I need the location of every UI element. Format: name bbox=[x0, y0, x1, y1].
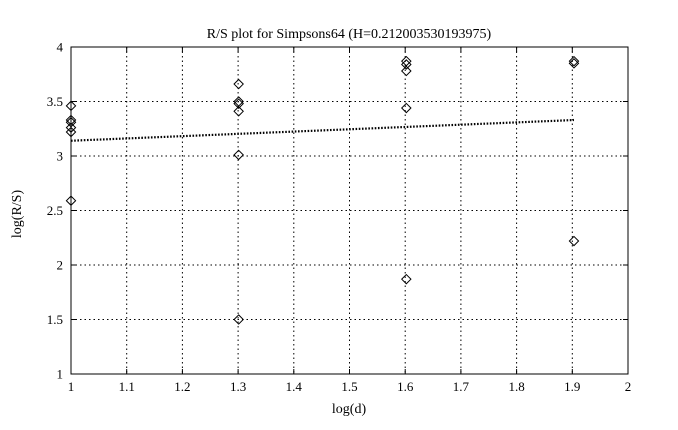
diamond-data-point bbox=[401, 273, 412, 285]
diamond-data-point bbox=[401, 59, 412, 70]
x-tick-labels: 1 1.1 1.2 1.3 1.4 1.5 1.6 1.7 1.8 1.9 2 bbox=[68, 379, 632, 394]
y-tick-label: 2.5 bbox=[47, 203, 63, 218]
diamond-data-point bbox=[233, 314, 244, 325]
x-tick-label: 1.1 bbox=[119, 379, 135, 394]
y-tick-label: 3.5 bbox=[47, 94, 63, 109]
x-tick-label: 1.3 bbox=[230, 379, 246, 394]
diamond-data-point bbox=[568, 235, 580, 247]
grid-lines bbox=[71, 47, 628, 374]
x-axis-label: log(d) bbox=[332, 402, 367, 417]
chart-title: R/S plot for Simpsons64 (H=0.21200353019… bbox=[207, 27, 492, 42]
y-tick-label: 4 bbox=[57, 40, 64, 55]
fit-line-group bbox=[70, 118, 575, 142]
y-tick-label: 3 bbox=[57, 149, 64, 164]
diamond-data-point bbox=[233, 106, 244, 117]
diamond-data-point bbox=[401, 102, 412, 114]
x-tick-label: 1.2 bbox=[174, 379, 190, 394]
diamond-data-point bbox=[233, 78, 244, 90]
diamond-data-point bbox=[401, 65, 412, 77]
x-tick-label: 1.7 bbox=[453, 379, 470, 394]
y-tick-labels: 1 1.5 2 2.5 3 3.5 4 bbox=[47, 40, 64, 382]
y-tick-label: 1.5 bbox=[47, 312, 63, 327]
x-tick-label: 1.6 bbox=[397, 379, 414, 394]
diamond-data-point bbox=[568, 58, 580, 69]
y-axis-label: log(R/S) bbox=[10, 190, 25, 239]
axis-ticks bbox=[70, 46, 629, 375]
x-tick-label: 1.4 bbox=[286, 379, 303, 394]
y-tick-label: 1 bbox=[57, 367, 64, 382]
x-tick-label: 1.8 bbox=[508, 379, 524, 394]
y-tick-label: 2 bbox=[57, 258, 64, 273]
x-tick-label: 1 bbox=[68, 379, 75, 394]
x-tick-label: 2 bbox=[625, 379, 632, 394]
x-tick-label: 1.9 bbox=[564, 379, 580, 394]
regression-fit-line bbox=[70, 118, 575, 142]
diamond-data-point bbox=[233, 149, 244, 161]
x-tick-label: 1.5 bbox=[341, 379, 357, 394]
diamond-data-point bbox=[568, 55, 580, 67]
diamond-data-point bbox=[233, 98, 244, 109]
